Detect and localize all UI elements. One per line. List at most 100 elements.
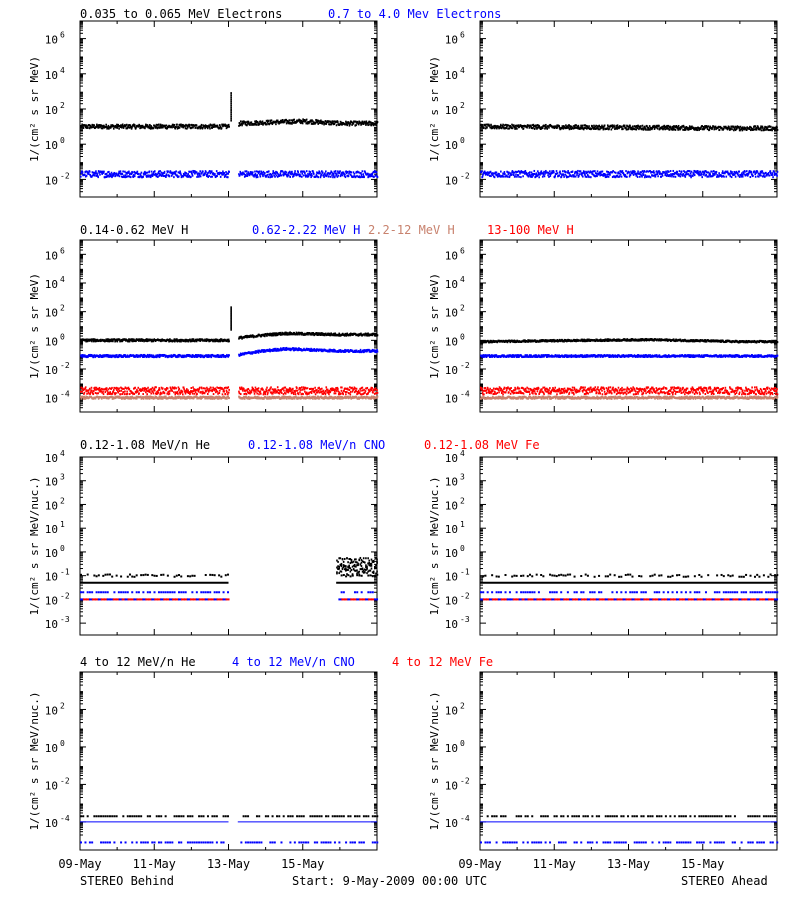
data-point: [209, 128, 211, 130]
data-point: [254, 171, 256, 173]
y-tick-exponent: 6: [60, 31, 65, 40]
data-series: [80, 306, 378, 342]
data-point: [294, 170, 296, 172]
data-point: [350, 171, 352, 173]
y-tick-label: 10: [45, 174, 58, 187]
data-point: [628, 128, 630, 130]
data-point: [679, 170, 681, 172]
data-point: [655, 176, 657, 178]
data-point: [490, 124, 492, 126]
data-point: [216, 175, 218, 177]
y-axis-label: 1/(cm² s sr MeV): [28, 56, 41, 162]
data-point: [770, 126, 772, 128]
data-point: [196, 124, 198, 126]
data-point: [311, 175, 313, 177]
data-point: [301, 173, 303, 175]
data-point: [255, 173, 257, 175]
data-point: [694, 174, 696, 176]
data-point: [549, 175, 551, 177]
data-point: [84, 174, 86, 176]
data-point: [89, 171, 91, 173]
data-point: [735, 176, 737, 178]
data-point: [744, 171, 746, 173]
data-point: [82, 171, 84, 173]
data-point: [742, 176, 744, 178]
y-tick-label: 10: [45, 307, 58, 320]
data-point: [633, 174, 635, 176]
data-point: [709, 129, 711, 131]
data-point: [362, 170, 364, 172]
data-point: [622, 170, 624, 172]
data-point: [194, 127, 196, 129]
data-point: [746, 170, 748, 172]
data-point: [578, 173, 580, 175]
data-point: [546, 128, 548, 130]
y-tick-label: 10: [45, 364, 58, 377]
data-point: [252, 171, 254, 173]
y-tick-label: 10: [445, 139, 458, 152]
data-point: [604, 124, 606, 126]
data-point: [562, 170, 564, 172]
data-point: [731, 171, 733, 173]
data-point: [83, 127, 85, 129]
y-tick-exponent: -2: [60, 361, 70, 370]
data-point: [725, 176, 727, 178]
data-point: [594, 170, 596, 172]
y-tick-exponent: 4: [60, 275, 65, 284]
data-point: [293, 119, 295, 121]
data-point: [637, 170, 639, 172]
data-point: [697, 129, 699, 131]
data-point: [700, 128, 702, 130]
data-point: [134, 124, 136, 126]
data-point: [650, 176, 652, 178]
data-point: [634, 171, 636, 173]
data-point: [739, 176, 741, 178]
data-point: [228, 171, 230, 173]
data-point: [353, 123, 355, 125]
data-point: [621, 126, 623, 128]
data-point: [542, 127, 544, 129]
data-point: [483, 127, 485, 129]
data-point: [626, 176, 628, 178]
data-point: [291, 171, 293, 173]
data-point: [299, 173, 301, 175]
data-point: [750, 171, 752, 173]
data-point: [554, 175, 556, 177]
data-point: [549, 170, 551, 172]
data-point: [228, 124, 230, 126]
data-point: [173, 176, 175, 178]
data-point: [328, 175, 330, 177]
data-point: [257, 176, 259, 178]
data-point: [771, 174, 773, 176]
data-point: [309, 171, 311, 173]
data-point: [608, 128, 610, 130]
data-point: [86, 175, 88, 177]
data-point: [526, 173, 528, 175]
data-point: [186, 173, 188, 175]
data-point: [95, 170, 97, 172]
data-point: [680, 175, 682, 177]
data-point: [268, 120, 270, 122]
data-point: [175, 170, 177, 172]
data-series: [80, 92, 378, 130]
data-point: [637, 176, 639, 178]
data-point: [619, 175, 621, 177]
data-point: [528, 176, 530, 178]
data-point: [752, 175, 754, 177]
y-tick-label: 10: [45, 34, 58, 47]
data-point: [211, 170, 213, 172]
data-point: [572, 170, 574, 172]
data-point: [230, 101, 232, 103]
data-point: [675, 176, 677, 178]
data-point: [262, 120, 264, 122]
data-point: [523, 127, 525, 129]
data-series: [80, 347, 378, 358]
data-point: [200, 175, 202, 177]
data-point: [684, 176, 686, 178]
data-point: [230, 320, 232, 322]
data-point: [196, 171, 198, 173]
data-point: [97, 176, 99, 178]
data-point: [625, 170, 627, 172]
data-point: [689, 170, 691, 172]
